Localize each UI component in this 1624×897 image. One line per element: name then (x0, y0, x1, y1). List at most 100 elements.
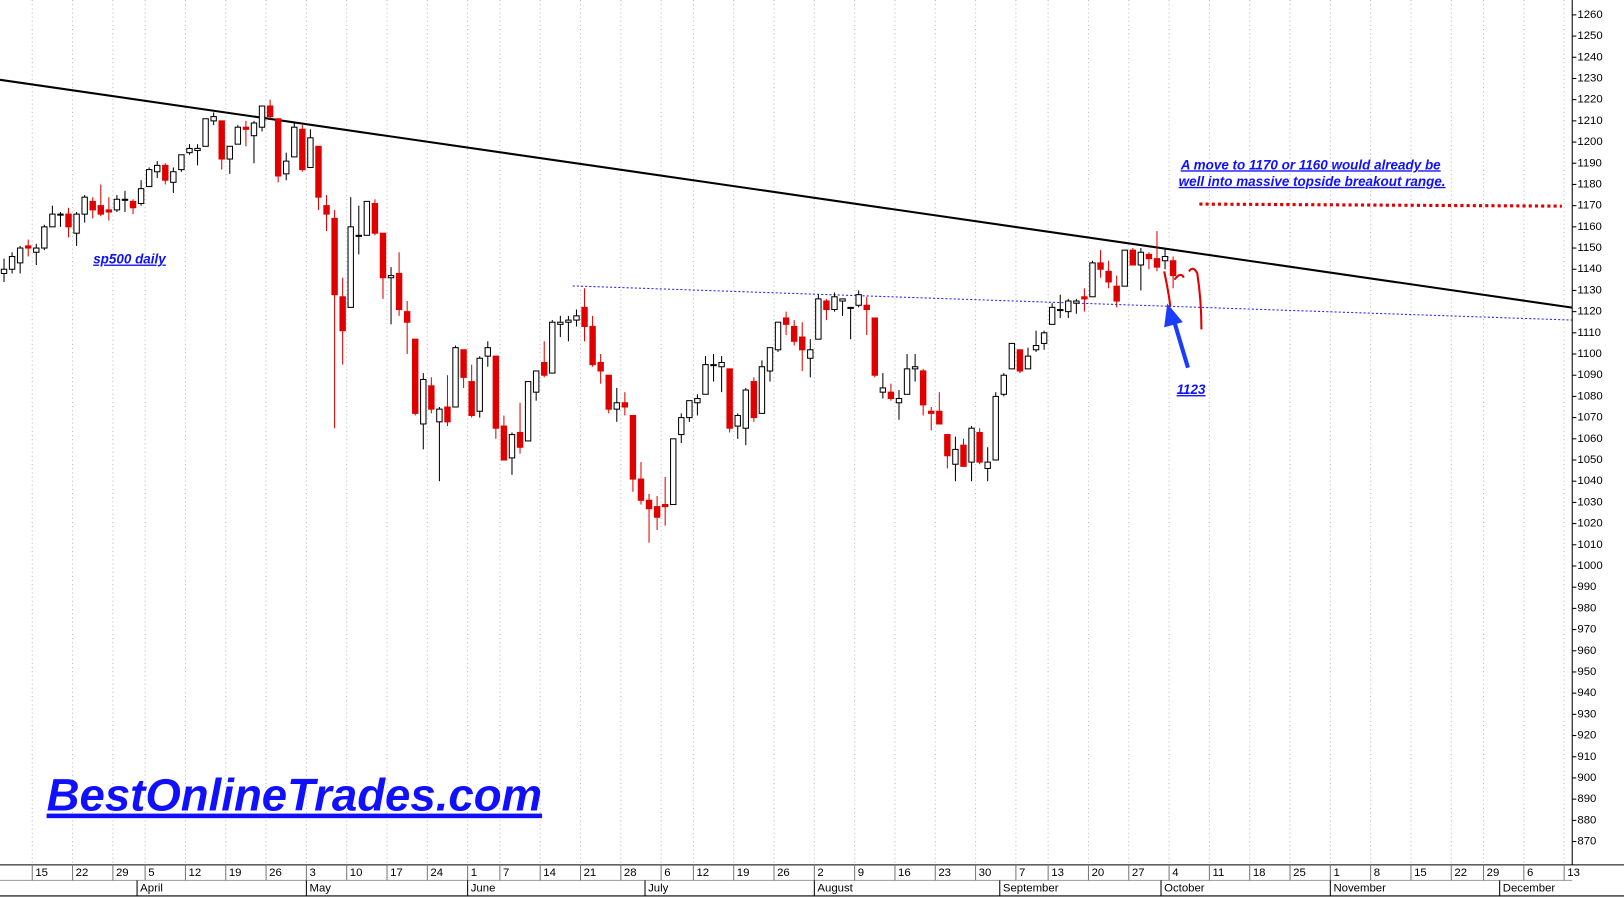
x-tick-label: 27 (1132, 867, 1145, 879)
chart-label: sp500 daily (93, 252, 167, 267)
y-tick-label: 1140 (1577, 263, 1601, 275)
candle-body (323, 205, 330, 215)
y-tick-label: 1120 (1577, 306, 1601, 318)
candle-body (1097, 262, 1104, 270)
candle-body (41, 226, 48, 249)
y-tick-label: 1180 (1577, 178, 1601, 190)
x-tick-label: 22 (76, 867, 89, 879)
candle-body (1113, 285, 1120, 302)
candle-body (919, 370, 927, 406)
candle-body (420, 378, 427, 425)
candle-body (81, 196, 88, 215)
y-tick-label: 1130 (1577, 284, 1601, 296)
x-tick-label: 29 (116, 867, 129, 879)
candle-body (250, 122, 258, 137)
y-tick-label: 1040 (1577, 475, 1602, 487)
candle-body (1121, 249, 1128, 287)
brand: BestOnlineTrades.com (47, 770, 542, 821)
candle-body (299, 128, 306, 171)
candle-body (283, 160, 290, 175)
y-tick-label: 1190 (1577, 157, 1601, 169)
candle-body (97, 205, 104, 215)
y-tick-label: 1080 (1577, 390, 1602, 402)
candle-body (621, 402, 629, 408)
x-tick-label: 12 (189, 867, 202, 879)
candle-body (976, 431, 983, 463)
month-label: April (140, 883, 163, 895)
candle-body (363, 200, 371, 236)
candle-body (726, 368, 733, 429)
x-tick-label: 15 (35, 867, 48, 879)
annotation: A move to 1170 or 1160 would already be (1180, 157, 1441, 172)
month-label: August (817, 883, 853, 895)
candle-body (315, 145, 322, 198)
x-tick-label: 29 (1487, 867, 1500, 879)
candle-body (1153, 258, 1161, 268)
candle-body (911, 366, 919, 370)
x-tick-label: 12 (696, 867, 709, 879)
candle-body (145, 169, 153, 188)
candle-body (581, 306, 588, 327)
candle-body (387, 275, 395, 279)
candle-body (532, 370, 540, 393)
candle-body (742, 389, 750, 429)
hand-drawn-path (1163, 267, 1203, 330)
candle-body (1057, 308, 1064, 312)
candle-body (57, 213, 64, 216)
candle-body (541, 361, 548, 376)
x-tick-label: 26 (777, 867, 790, 879)
candle-body (1161, 255, 1169, 262)
candle-body (274, 118, 282, 177)
candle-body (121, 198, 129, 201)
candle-body (218, 120, 225, 160)
candle-body (702, 364, 709, 395)
candle-body (758, 366, 766, 414)
candle-body (508, 434, 516, 459)
x-tick-label: 22 (1454, 867, 1467, 879)
candle-body (516, 431, 524, 448)
x-tick-label: 3 (309, 867, 315, 879)
candle-body (1016, 349, 1024, 372)
candle-body (73, 213, 80, 234)
month-label: November (1333, 883, 1386, 895)
candle-body (653, 506, 661, 518)
candle-body (1040, 332, 1048, 344)
candle-body (210, 116, 217, 122)
candle-body (194, 147, 201, 152)
candle-body (863, 304, 870, 311)
candle-body (790, 325, 798, 342)
candle-body (774, 321, 782, 351)
candle-body (968, 427, 975, 463)
x-tick-label: 19 (737, 867, 750, 879)
candle-body (839, 298, 846, 302)
candle-body (105, 209, 113, 213)
y-tick-label: 1020 (1577, 518, 1602, 530)
y-tick-label: 870 (1577, 836, 1596, 848)
candle-body (8, 255, 16, 270)
candle-body (395, 272, 403, 311)
candle-body (1081, 296, 1088, 300)
candle-body (661, 503, 669, 508)
x-tick-label: 8 (1374, 867, 1380, 879)
arrow-head (1164, 303, 1183, 328)
y-tick-label: 1220 (1577, 94, 1602, 106)
candle-body (928, 410, 935, 414)
candle-body (1129, 249, 1137, 266)
candle-body (1105, 270, 1112, 283)
candle-body (879, 387, 887, 393)
candle-body (557, 321, 564, 325)
y-tick-label: 1230 (1577, 72, 1602, 84)
candle-body (266, 105, 274, 118)
candle-body (871, 317, 879, 376)
y-tick-label: 1150 (1577, 242, 1601, 254)
candle-body (355, 234, 362, 237)
candle-body (484, 347, 492, 357)
candle-body (476, 357, 483, 412)
candle-body (444, 406, 451, 423)
x-tick-label: 13 (1567, 867, 1580, 879)
candle-body (831, 296, 838, 311)
candle-body (154, 164, 161, 173)
candle-body (718, 361, 725, 368)
candle-body (629, 414, 637, 480)
x-tick-label: 30 (979, 867, 992, 879)
